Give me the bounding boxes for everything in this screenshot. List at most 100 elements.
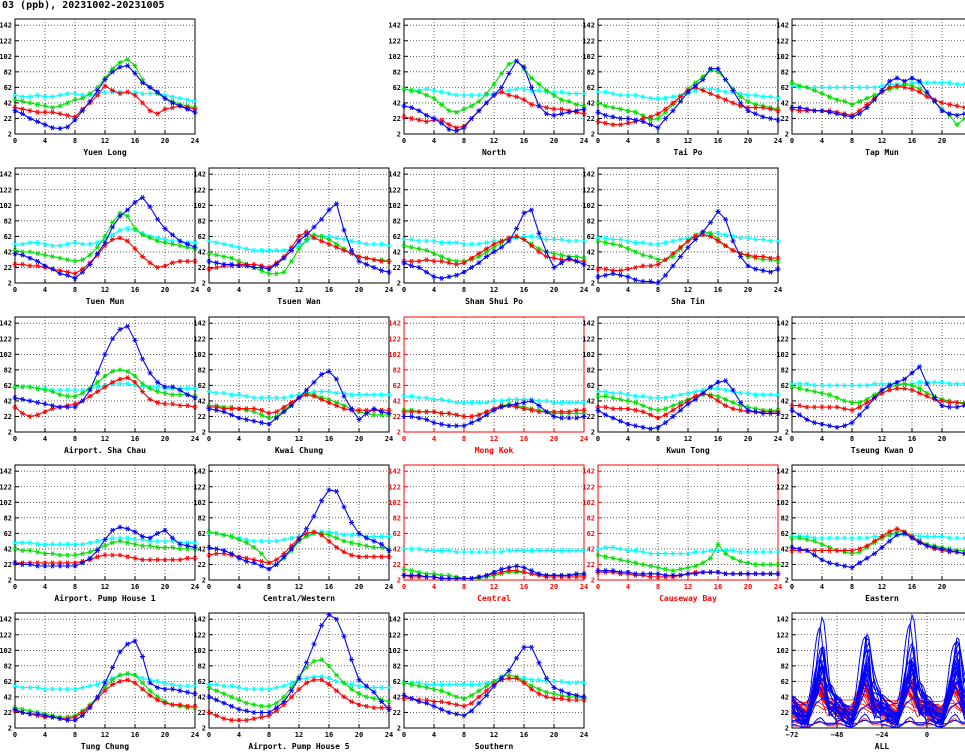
- data-point: [372, 264, 376, 270]
- data-point: [895, 83, 899, 89]
- data-point: [559, 252, 564, 258]
- data-point: [372, 241, 376, 247]
- data-point: [319, 238, 324, 244]
- data-point: [805, 84, 809, 90]
- data-point: [73, 271, 77, 277]
- data-point: [237, 406, 241, 412]
- x-tick-label: 16: [325, 583, 333, 591]
- data-point: [312, 224, 316, 230]
- data-point: [409, 263, 414, 269]
- data-point: [65, 387, 70, 393]
- data-point: [492, 81, 496, 87]
- data-point: [559, 236, 564, 242]
- data-point: [43, 387, 47, 393]
- data-point: [214, 390, 219, 396]
- data-point: [178, 387, 182, 393]
- data-point: [618, 115, 623, 121]
- x-tick-label: 8: [267, 286, 271, 294]
- data-point: [43, 103, 47, 109]
- data-point: [133, 373, 137, 379]
- data-point: [776, 238, 780, 244]
- y-tick-label: 122: [193, 483, 206, 491]
- data-point: [140, 91, 145, 97]
- data-point: [259, 412, 264, 418]
- data-point: [574, 399, 579, 405]
- data-point: [626, 266, 630, 272]
- data-point: [753, 92, 758, 98]
- data-point: [259, 420, 264, 426]
- data-point: [663, 115, 668, 121]
- y-tick-label: 82: [393, 68, 401, 76]
- data-point: [95, 240, 100, 246]
- data-point: [282, 404, 286, 410]
- data-point: [133, 92, 137, 98]
- data-point: [252, 247, 256, 253]
- data-point: [507, 61, 511, 67]
- data-point: [73, 404, 77, 410]
- data-point: [522, 236, 526, 242]
- y-tick-label: 82: [781, 366, 789, 374]
- data-point: [229, 255, 234, 261]
- data-point: [170, 384, 175, 390]
- data-point: [207, 266, 211, 272]
- data-point: [865, 105, 869, 111]
- data-point: [716, 66, 720, 72]
- data-point: [170, 392, 175, 398]
- y-tick-label: 142: [582, 22, 595, 30]
- data-point: [244, 246, 249, 252]
- data-point: [417, 117, 421, 123]
- data-point: [567, 238, 571, 244]
- data-point: [454, 399, 459, 405]
- data-point: [469, 115, 474, 121]
- x-tick-label: 12: [878, 435, 886, 443]
- x-tick-label: 8: [73, 435, 77, 443]
- data-point: [603, 120, 608, 126]
- y-tick-label: 42: [198, 545, 206, 553]
- data-point: [88, 393, 92, 399]
- page-title: 03 (ppb), 20231002-20231005: [2, 0, 165, 11]
- data-point: [671, 100, 675, 106]
- x-tick-label: 4: [626, 286, 630, 294]
- x-tick-label: 0: [402, 286, 406, 294]
- y-tick-label: 2: [202, 577, 206, 585]
- data-point: [424, 417, 429, 423]
- data-point: [820, 91, 824, 97]
- data-point: [768, 238, 773, 244]
- data-point: [319, 371, 324, 378]
- data-point: [35, 412, 40, 418]
- data-point: [170, 232, 175, 238]
- data-point: [342, 393, 346, 399]
- data-point: [155, 216, 160, 222]
- data-point: [58, 103, 62, 109]
- data-point: [193, 404, 197, 410]
- y-tick-label: 62: [4, 382, 12, 390]
- y-tick-label: 142: [582, 320, 595, 328]
- data-point: [103, 373, 107, 379]
- data-point: [35, 385, 40, 391]
- data-point: [776, 108, 780, 114]
- y-tick-label: 62: [198, 530, 206, 538]
- data-point: [454, 109, 459, 115]
- data-point: [95, 389, 100, 395]
- data-point: [469, 241, 474, 247]
- data-point: [603, 112, 608, 118]
- data-point: [28, 249, 32, 255]
- data-point: [544, 398, 549, 404]
- data-point: [28, 94, 32, 100]
- y-tick-label: 122: [0, 37, 12, 45]
- data-point: [611, 91, 615, 97]
- data-point: [163, 263, 167, 269]
- data-point: [633, 109, 638, 115]
- data-point: [439, 101, 444, 107]
- y-tick-label: 22: [587, 264, 595, 272]
- data-point: [178, 258, 182, 264]
- data-point: [761, 268, 765, 274]
- x-tick-label: 4: [432, 286, 436, 294]
- data-point: [163, 384, 167, 390]
- data-point: [507, 396, 511, 402]
- x-tick-label: 8: [73, 137, 77, 145]
- y-tick-label: 102: [0, 351, 12, 359]
- x-tick-label: 4: [43, 286, 47, 294]
